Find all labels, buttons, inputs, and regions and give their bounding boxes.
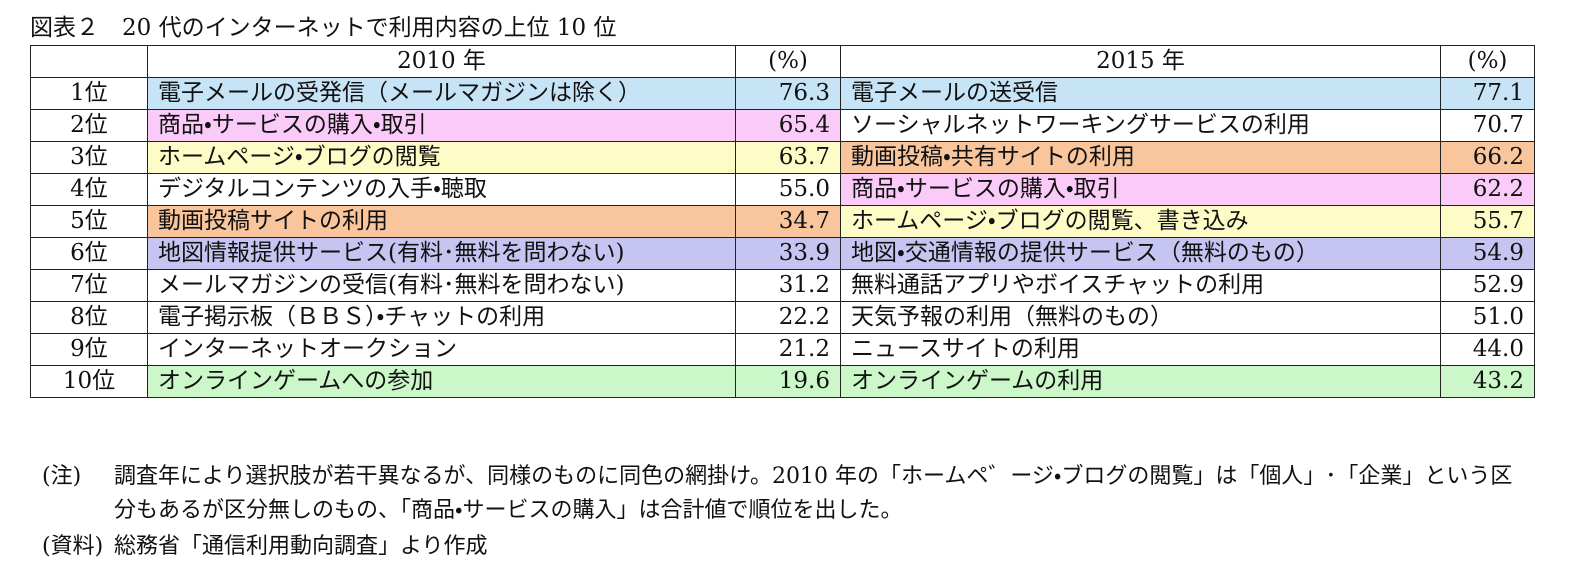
title: 図表２ 20 代のインターネットで利用内容の上位 10 位 — [30, 15, 617, 41]
item-cell: 商品・サービスの購入・取引 — [840, 173, 1441, 206]
percent-cell: 43.2 — [1440, 365, 1535, 398]
percent-cell: 76.3 — [735, 77, 841, 110]
percent-cell: 55.0 — [735, 173, 841, 206]
table-row: 10位 オンラインゲームへの参加 19.6 オンラインゲームの利用 43.2 — [30, 365, 1535, 398]
item-cell: 電子メールの受発信（メールマガジンは除く） — [147, 77, 736, 110]
note-text: 調査年により選択肢が若干異なるが、同様のものに同色の網掛け。2010 年の「ホー… — [114, 464, 1513, 523]
percent-cell: 77.1 — [1440, 77, 1535, 110]
header-cell: 2015 年 — [840, 45, 1441, 78]
item-cell: デジタルコンテンツの入手・聴取 — [147, 173, 736, 206]
source-text: 総務省「通信利用動向調査」より作成 — [114, 534, 488, 559]
percent-cell: 52.9 — [1440, 269, 1535, 302]
ranking-table: 2010 年 (%) 2015 年 (%) 1位 電子メールの受発信（メールマガジンは除く… — [30, 45, 1535, 398]
percent-cell: 54.9 — [1440, 237, 1535, 270]
item-cell: オンラインゲームへの参加 — [147, 365, 736, 398]
rank-cell: 1位 — [30, 77, 148, 110]
item-cell: インターネットオークション — [147, 333, 736, 366]
item-cell: 電子メールの送受信 — [840, 77, 1441, 110]
percent-cell: 66.2 — [1440, 141, 1535, 174]
note: (注) 調査年により選択肢が若干異なるが、同様のものに同色の網掛け。2010 年の… — [42, 460, 1532, 528]
percent-cell: 62.2 — [1440, 173, 1535, 206]
item-cell: 無料通話アプリやボイスチャットの利用 — [840, 269, 1441, 302]
table-row: 3位 ホームページ・ブログの閲覧 63.7 動画投稿・共有サイトの利用 66.2 — [30, 141, 1535, 174]
rank-cell: 9位 — [30, 333, 148, 366]
rank-cell: 10位 — [30, 365, 148, 398]
table-row: 1位 電子メールの受発信（メールマガジンは除く） 76.3 電子メールの送受信 77.1 — [30, 77, 1535, 110]
percent-cell: 55.7 — [1440, 205, 1535, 238]
item-cell: 商品・サービスの購入・取引 — [147, 109, 736, 142]
percent-cell: 51.0 — [1440, 301, 1535, 334]
rank-cell: 4位 — [30, 173, 148, 206]
item-cell: メールマガジンの受信(有料･無料を問わない) — [147, 269, 736, 302]
header-cell — [30, 45, 148, 78]
percent-cell: 44.0 — [1440, 333, 1535, 366]
item-cell: 地図・交通情報の提供サービス（無料のもの） — [840, 237, 1441, 270]
percent-cell: 33.9 — [735, 237, 841, 270]
rank-cell: 3位 — [30, 141, 148, 174]
header-cell: 2010 年 — [147, 45, 736, 78]
header-row: 2010 年 (%) 2015 年 (%) — [30, 45, 1535, 78]
table-row: 2位 商品・サービスの購入・取引 65.4 ソーシャルネットワーキングサービスの利用 7… — [30, 109, 1535, 142]
table-row: 8位 電子掲示板（ＢＢＳ）・チャットの利用 22.2 天気予報の利用（無料のもの） 51… — [30, 301, 1535, 334]
header-cell: (%) — [735, 45, 841, 78]
table-row: 6位 地図情報提供サービス(有料･無料を問わない) 33.9 地図・交通情報の提供サー… — [30, 237, 1535, 270]
percent-cell: 63.7 — [735, 141, 841, 174]
table-row: 7位 メールマガジンの受信(有料･無料を問わない) 31.2 無料通話アプリやボイスチ… — [30, 269, 1535, 302]
item-cell: 天気予報の利用（無料のもの） — [840, 301, 1441, 334]
percent-cell: 65.4 — [735, 109, 841, 142]
item-cell: 電子掲示板（ＢＢＳ）・チャットの利用 — [147, 301, 736, 334]
percent-cell: 22.2 — [735, 301, 841, 334]
note-label: (注) — [42, 464, 82, 489]
item-cell: ニュースサイトの利用 — [840, 333, 1441, 366]
rank-cell: 8位 — [30, 301, 148, 334]
item-cell: ホームページ・ブログの閲覧 — [147, 141, 736, 174]
percent-cell: 34.7 — [735, 205, 841, 238]
item-cell: 地図情報提供サービス(有料･無料を問わない) — [147, 237, 736, 270]
header-cell: (%) — [1440, 45, 1535, 78]
item-cell: 動画投稿サイトの利用 — [147, 205, 736, 238]
item-cell: オンラインゲームの利用 — [840, 365, 1441, 398]
item-cell: ソーシャルネットワーキングサービスの利用 — [840, 109, 1441, 142]
rank-cell: 2位 — [30, 109, 148, 142]
percent-cell: 19.6 — [735, 365, 841, 398]
item-cell: ホームページ・ブログの閲覧、書き込み — [840, 205, 1441, 238]
source: (資料) 総務省「通信利用動向調査」より作成 — [42, 530, 488, 564]
rank-cell: 6位 — [30, 237, 148, 270]
percent-cell: 70.7 — [1440, 109, 1535, 142]
percent-cell: 31.2 — [735, 269, 841, 302]
table-row: 9位 インターネットオークション 21.2 ニュースサイトの利用 44.0 — [30, 333, 1535, 366]
table-row: 4位 デジタルコンテンツの入手・聴取 55.0 商品・サービスの購入・取引 62.2 — [30, 173, 1535, 206]
source-label: (資料) — [42, 534, 104, 559]
percent-cell: 21.2 — [735, 333, 841, 366]
rank-cell: 7位 — [30, 269, 148, 302]
rank-cell: 5位 — [30, 205, 148, 238]
item-cell: 動画投稿・共有サイトの利用 — [840, 141, 1441, 174]
table-row: 5位 動画投稿サイトの利用 34.7 ホームページ・ブログの閲覧、書き込み 55.7 — [30, 205, 1535, 238]
